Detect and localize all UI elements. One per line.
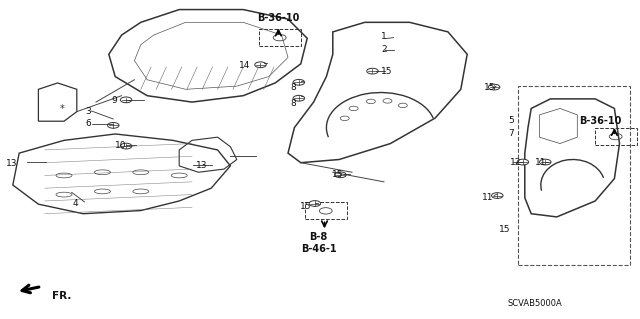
Circle shape [108, 122, 119, 128]
Circle shape [255, 62, 266, 68]
Circle shape [293, 79, 305, 85]
Text: 15: 15 [300, 202, 312, 211]
Text: 13: 13 [6, 159, 17, 168]
Text: FR.: FR. [52, 291, 72, 301]
Text: 8: 8 [291, 99, 296, 108]
Circle shape [488, 84, 500, 90]
Text: 6: 6 [86, 119, 91, 128]
Text: B-36-10: B-36-10 [579, 115, 621, 126]
Circle shape [293, 95, 305, 101]
Text: SCVAB5000A: SCVAB5000A [507, 299, 562, 308]
Text: 12: 12 [509, 158, 521, 167]
Bar [595, 128, 637, 145]
Text: 7: 7 [508, 129, 513, 138]
Circle shape [120, 143, 132, 149]
Text: B-8: B-8 [310, 232, 328, 242]
Text: 11: 11 [482, 193, 493, 202]
Circle shape [309, 201, 321, 206]
Bar [305, 202, 347, 219]
Bar [259, 29, 301, 46]
Text: 11: 11 [535, 158, 547, 167]
Text: 5: 5 [508, 116, 513, 125]
Circle shape [540, 159, 551, 165]
Text: *: * [60, 104, 65, 115]
Text: B-36-10: B-36-10 [257, 12, 300, 23]
Text: 15: 15 [484, 83, 495, 92]
Text: 3: 3 [86, 107, 91, 115]
Text: 15: 15 [332, 170, 344, 179]
Circle shape [120, 97, 132, 103]
Circle shape [367, 68, 378, 74]
Text: 13: 13 [196, 161, 207, 170]
Text: 1: 1 [381, 32, 387, 41]
Text: 15: 15 [381, 67, 393, 76]
Circle shape [492, 193, 503, 198]
Text: 9: 9 [111, 96, 116, 105]
Text: 10: 10 [115, 141, 126, 150]
Circle shape [335, 172, 346, 178]
Text: 15: 15 [499, 225, 510, 234]
Text: 14: 14 [239, 61, 250, 70]
Text: 8: 8 [291, 83, 296, 92]
Text: 2: 2 [381, 45, 387, 54]
Bar [518, 86, 630, 265]
Text: 4: 4 [73, 199, 78, 208]
Text: B-46-1: B-46-1 [301, 244, 337, 255]
Circle shape [517, 159, 529, 165]
